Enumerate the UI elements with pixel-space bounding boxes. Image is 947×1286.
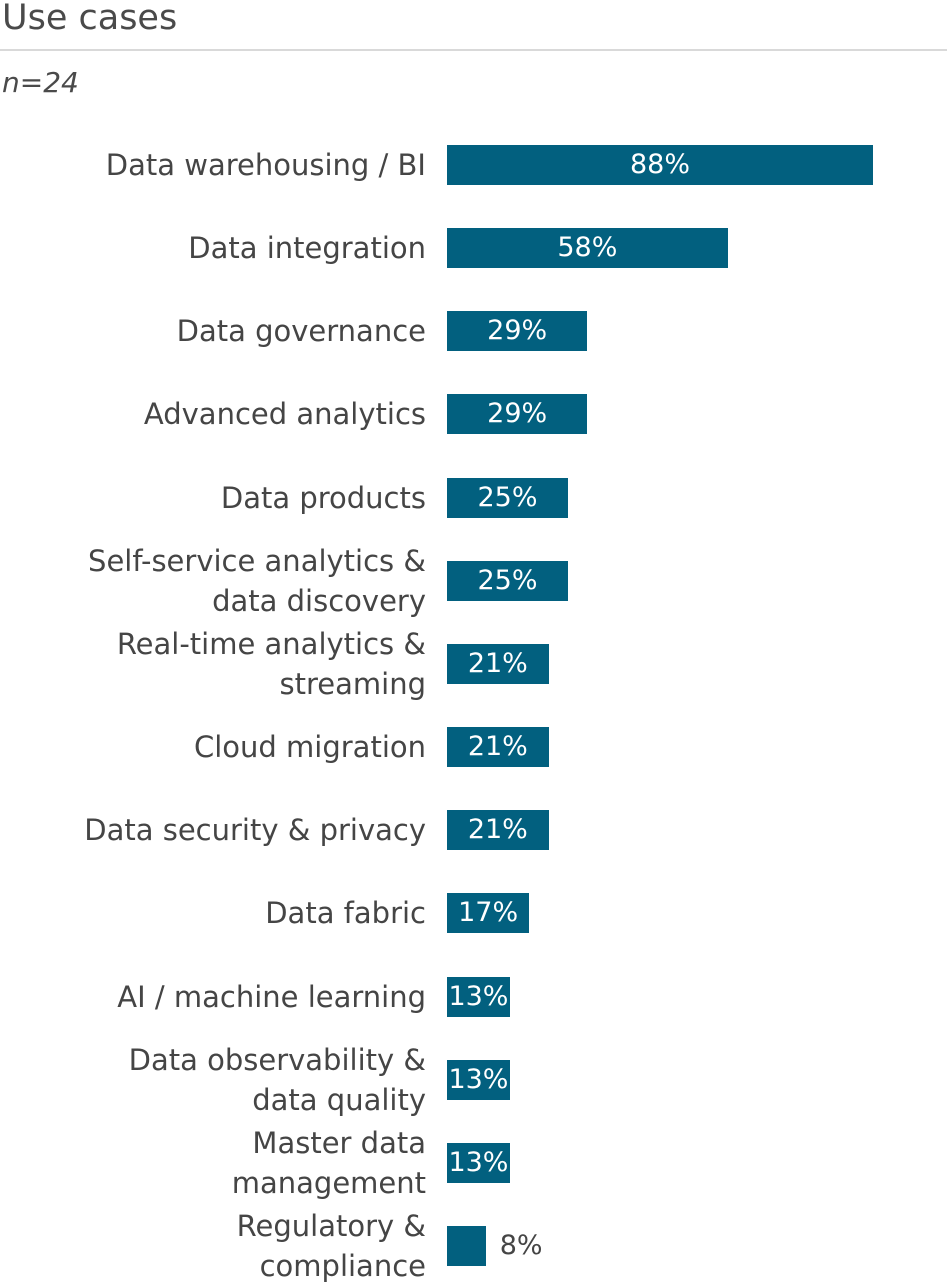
category-label-line: data quality <box>252 1082 426 1117</box>
sample-size: n=24 <box>2 66 79 99</box>
category-label: Advanced analytics <box>6 394 426 434</box>
category-label-line: Cloud migration <box>193 730 426 765</box>
category-label-line: Data governance <box>176 314 426 349</box>
data-label: 13% <box>448 1146 509 1178</box>
category-label-line: Data fabric <box>265 896 426 931</box>
category-label: Data security & privacy <box>6 810 426 850</box>
bar <box>447 560 569 601</box>
category-label-line: Self-service analytics & <box>88 543 426 578</box>
bar <box>447 477 569 518</box>
bar <box>447 394 588 435</box>
data-label: 17% <box>458 897 519 929</box>
bar <box>447 228 728 269</box>
bar <box>447 311 588 352</box>
category-label: Data warehousing / BI <box>6 145 426 185</box>
data-label: 25% <box>477 481 538 513</box>
category-label: Cloud migration <box>6 727 426 767</box>
category-label: Real-time analytics & streaming <box>6 624 426 704</box>
data-label: 13% <box>448 1063 509 1095</box>
category-label-line: Data observability & <box>128 1042 426 1077</box>
category-label-line: Data integration <box>188 231 426 266</box>
category-label-line: Regulatory & <box>236 1208 426 1243</box>
category-label-line: Master data <box>252 1125 426 1160</box>
bar <box>447 1225 486 1266</box>
category-label-line: AI / machine learning <box>117 979 426 1014</box>
category-label: Master data management <box>6 1123 426 1203</box>
bar <box>447 976 510 1017</box>
category-label: Data governance <box>6 311 426 351</box>
category-label: Data products <box>6 478 426 518</box>
data-label: 21% <box>467 731 528 763</box>
category-label-line: Data security & privacy <box>84 813 426 848</box>
category-label: Regulatory & compliance <box>6 1206 426 1286</box>
title-divider <box>0 49 947 51</box>
data-label: 29% <box>487 398 548 430</box>
data-label: 29% <box>487 315 548 347</box>
bar <box>447 145 873 185</box>
category-label-line: Data warehousing / BI <box>105 148 426 182</box>
bar <box>447 1142 510 1183</box>
data-label: 25% <box>477 564 538 596</box>
category-label: Data integration <box>6 228 426 268</box>
category-label: Data observability & data quality <box>6 1040 426 1120</box>
category-label: Self-service analytics & data discovery <box>6 541 426 621</box>
data-label: 13% <box>448 980 509 1012</box>
category-label: Data fabric <box>6 893 426 933</box>
bar <box>447 727 549 768</box>
data-label: 88% <box>629 149 690 180</box>
chart-title: Use cases <box>2 0 178 38</box>
category-label-line: streaming <box>279 666 426 701</box>
data-label: 21% <box>467 647 528 679</box>
bar <box>447 643 549 684</box>
category-label-line: compliance <box>259 1248 426 1283</box>
category-label-line: data discovery <box>212 583 426 618</box>
category-label-line: management <box>231 1165 426 1200</box>
data-label: 21% <box>467 814 528 846</box>
category-label-line: Data products <box>220 480 426 515</box>
data-label: 58% <box>557 232 618 264</box>
category-label-line: Advanced analytics <box>143 397 426 432</box>
bar <box>447 893 530 934</box>
bar <box>447 1059 510 1100</box>
data-label: 8% <box>499 1229 543 1261</box>
category-label-line: Real-time analytics & <box>116 626 426 661</box>
bar <box>447 810 549 851</box>
category-label: AI / machine learning <box>6 977 426 1017</box>
